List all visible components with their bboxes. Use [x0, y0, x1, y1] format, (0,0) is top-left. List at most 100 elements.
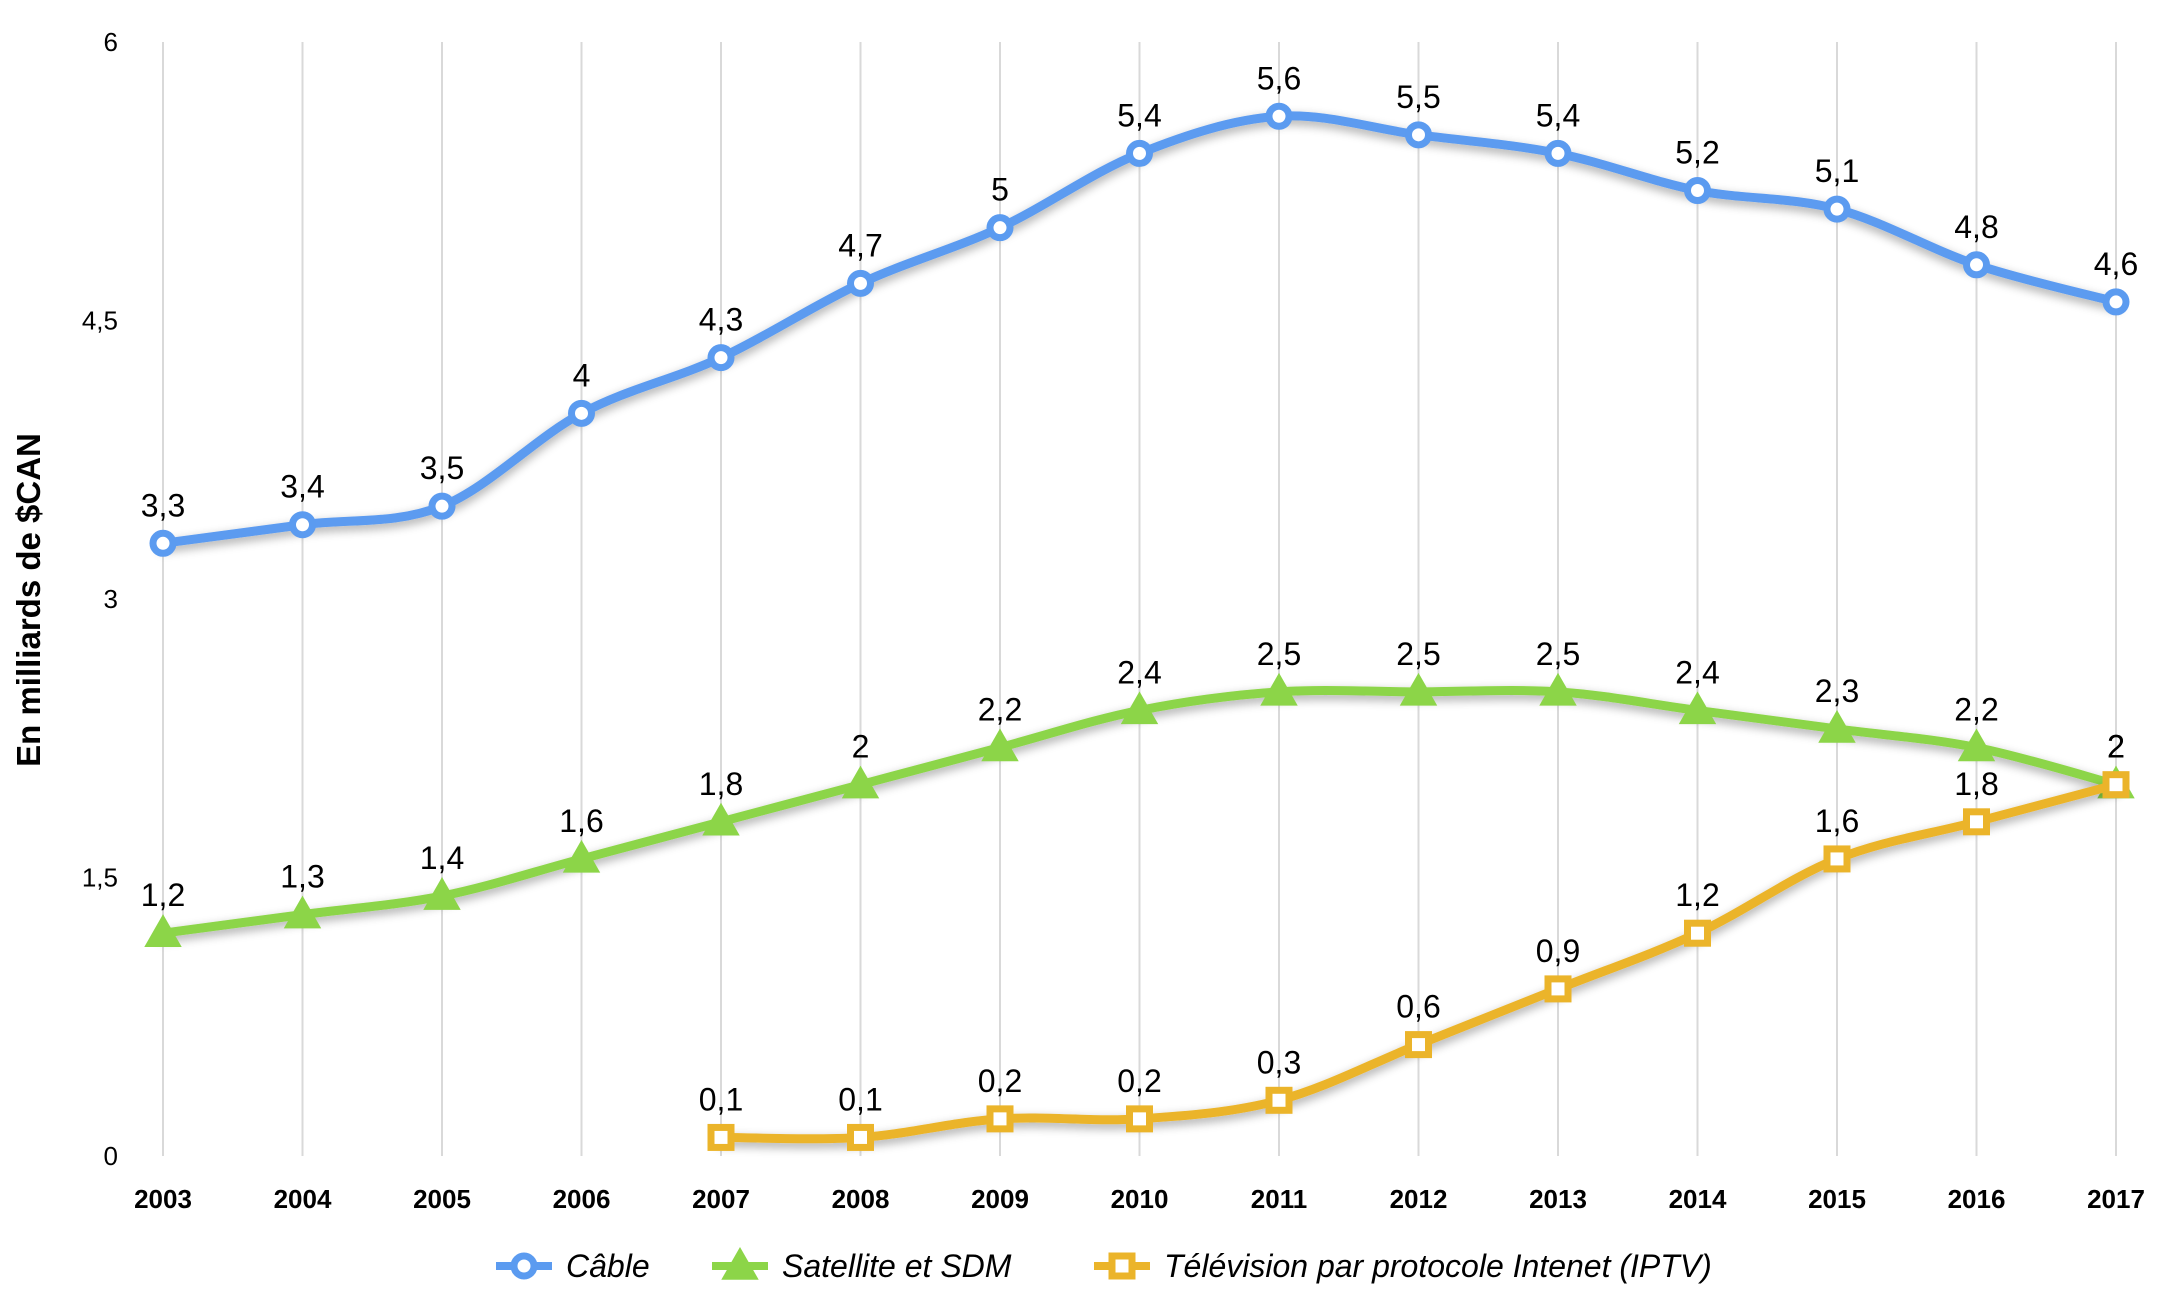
- data-label: 1,6: [1815, 803, 1859, 839]
- x-tick-label: 2014: [1669, 1184, 1727, 1214]
- data-label: 4,3: [699, 302, 743, 338]
- legend-marker: [721, 1246, 759, 1280]
- data-point: [1126, 1105, 1153, 1133]
- data-point: [1265, 102, 1293, 130]
- data-point: [1963, 251, 1990, 279]
- data-label: 5,2: [1675, 135, 1719, 171]
- legend-label: Télévision par protocole Intenet (IPTV): [1164, 1248, 1712, 1284]
- data-label: 1,6: [559, 803, 603, 839]
- legend-label: Satellite et SDM: [782, 1248, 1012, 1284]
- data-label: 0,2: [1117, 1063, 1161, 1099]
- data-label: 5,6: [1257, 60, 1301, 96]
- data-point: [1684, 919, 1711, 947]
- data-point: [847, 1123, 874, 1151]
- data-point: [149, 529, 177, 557]
- data-point: [1265, 1086, 1293, 1114]
- data-label: 5,4: [1536, 97, 1580, 133]
- data-point: [1260, 672, 1298, 706]
- data-label: 2,5: [1396, 636, 1440, 672]
- data-label: 2,2: [1954, 692, 1998, 728]
- data-point: [1823, 195, 1851, 223]
- data-label: 0,9: [1536, 933, 1580, 969]
- data-point: [1405, 1031, 1432, 1059]
- data-point: [841, 765, 880, 799]
- data-point: [1678, 691, 1717, 725]
- data-point: [289, 511, 316, 539]
- data-label: 5,4: [1117, 97, 1161, 133]
- data-point: [423, 877, 461, 910]
- data-point: [1539, 672, 1577, 706]
- data-label: 4,7: [838, 227, 882, 263]
- data-label: 2,4: [1675, 654, 1719, 690]
- data-label: 2: [852, 729, 870, 765]
- data-label: 2,2: [978, 692, 1022, 728]
- legend-marker: [1108, 1252, 1136, 1280]
- x-tick-label: 2004: [274, 1184, 332, 1214]
- data-label: 1,8: [699, 766, 743, 802]
- legend-label: Câble: [566, 1248, 650, 1284]
- x-tick-label: 2010: [1111, 1184, 1169, 1214]
- data-label: 1,8: [1954, 766, 1998, 802]
- legend-item-1: Satellite et SDM: [712, 1246, 1012, 1284]
- data-point: [1818, 709, 1856, 743]
- data-label: 3,4: [280, 469, 324, 505]
- data-label: 2: [2107, 729, 2125, 765]
- y-tick-label: 0: [104, 1141, 118, 1171]
- legend-item-2: Télévision par protocole Intenet (IPTV): [1094, 1248, 1712, 1284]
- data-label: 2,3: [1815, 673, 1859, 709]
- data-label: 3,3: [141, 487, 185, 523]
- data-point: [707, 1123, 735, 1151]
- x-tick-label: 2015: [1808, 1184, 1866, 1214]
- y-tick-label: 4,5: [82, 306, 118, 336]
- data-point: [986, 214, 1014, 242]
- data-label: 0,3: [1257, 1044, 1301, 1080]
- data-point: [1963, 808, 1990, 836]
- series-2: [707, 771, 2130, 1151]
- legend: Câble Satellite et SDM Télévision par prot…: [496, 1246, 1712, 1284]
- data-point: [702, 802, 740, 836]
- data-label: 4: [573, 357, 591, 393]
- data-label: 2,5: [1257, 636, 1301, 672]
- data-point: [2102, 288, 2130, 316]
- data-label: 1,2: [141, 877, 185, 913]
- y-tick-label: 6: [104, 27, 118, 57]
- data-point: [1823, 845, 1851, 873]
- data-label: 5: [991, 172, 1009, 208]
- data-label: 2: [2107, 729, 2125, 765]
- x-tick-label: 2003: [134, 1184, 192, 1214]
- x-tick-label: 2006: [553, 1184, 611, 1214]
- data-label: 4,6: [2094, 246, 2138, 282]
- data-point: [707, 344, 735, 372]
- data-point: [1544, 975, 1572, 1003]
- legend-marker: [510, 1252, 538, 1280]
- x-tick-label: 2008: [832, 1184, 890, 1214]
- data-label: 5,1: [1815, 153, 1859, 189]
- series-lines: [144, 102, 2135, 1151]
- data-label: 3,5: [420, 450, 464, 486]
- y-tick-label: 1,5: [82, 863, 118, 893]
- x-tick-label: 2009: [971, 1184, 1029, 1214]
- x-tick-label: 2017: [2087, 1184, 2145, 1214]
- data-label: 2,5: [1536, 636, 1580, 672]
- data-point: [562, 839, 601, 873]
- data-label: 5,5: [1396, 79, 1440, 115]
- data-label: 0,2: [978, 1063, 1022, 1099]
- gridlines: [162, 42, 2117, 1156]
- data-label: 0,1: [699, 1081, 743, 1117]
- data-point: [847, 269, 874, 297]
- data-labels: 3,3 3,4 3,5 4 4,3 4,7 5 5,4 5,6 5,5 5,4 5,2 5,1 4,8 4,…: [141, 60, 2138, 1117]
- x-tick-label: 2013: [1529, 1184, 1587, 1214]
- data-label: 1,4: [420, 840, 464, 876]
- data-point: [1405, 121, 1432, 149]
- data-label: 0,1: [838, 1081, 882, 1117]
- data-point: [1544, 139, 1572, 167]
- data-point: [1684, 177, 1711, 205]
- series-1: [144, 672, 2135, 947]
- data-label: 1,3: [280, 859, 324, 895]
- data-point: [981, 728, 1019, 762]
- data-label: 0,6: [1396, 989, 1440, 1025]
- x-axis-ticks: 2003 2004 2005 2006 2007 2008 2009 2010 2011 2012…: [134, 1184, 2145, 1214]
- data-point: [428, 492, 456, 520]
